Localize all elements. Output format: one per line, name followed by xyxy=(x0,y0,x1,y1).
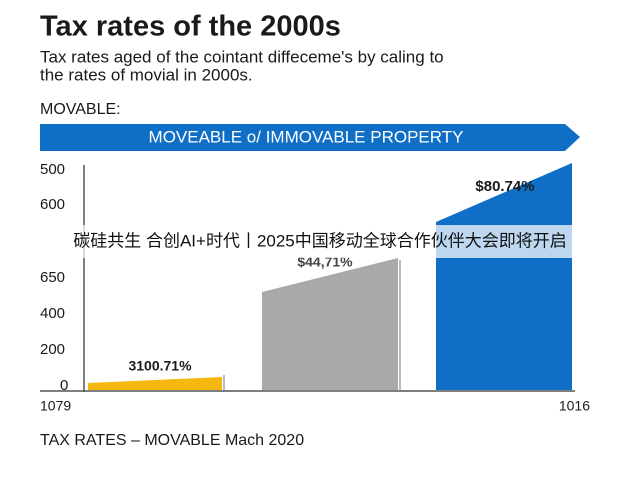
footer: TAX RATES – MOVABLE Mach 2020 xyxy=(40,432,304,449)
y-label: 0 xyxy=(60,377,68,394)
banner-arrow xyxy=(40,124,580,151)
y-label: 650 xyxy=(40,269,65,286)
subtitle: the rates of movial in 2000s. xyxy=(40,65,253,84)
axis-labels: 500 600 650 400 200 0 xyxy=(40,161,68,394)
banner-text: MOVEABLE o/ IMMOVABLE PROPERTY xyxy=(149,127,464,146)
bar-label: $80.74% xyxy=(475,178,534,195)
x-label: 1016 xyxy=(559,398,590,414)
y-label: 200 xyxy=(40,341,65,358)
bar-label: 3100.71% xyxy=(128,358,192,374)
overlay-band xyxy=(0,225,640,258)
bar xyxy=(88,377,222,390)
y-label: 600 xyxy=(40,196,65,213)
overlay-text[interactable]: 碳硅共生 合创AI+时代丨2025中国移动全球合作伙伴大会即将开启 xyxy=(73,231,567,250)
subtitle: Tax rates aged of the cointant diffeceme… xyxy=(40,47,444,66)
bar xyxy=(262,258,398,390)
y-label: 400 xyxy=(40,305,65,322)
y-label: 500 xyxy=(40,161,65,178)
bar xyxy=(436,163,572,390)
section-label: MOVABLE: xyxy=(40,101,121,118)
title: Tax rates of the 2000s xyxy=(40,11,341,43)
x-label: 1079 xyxy=(40,398,71,414)
